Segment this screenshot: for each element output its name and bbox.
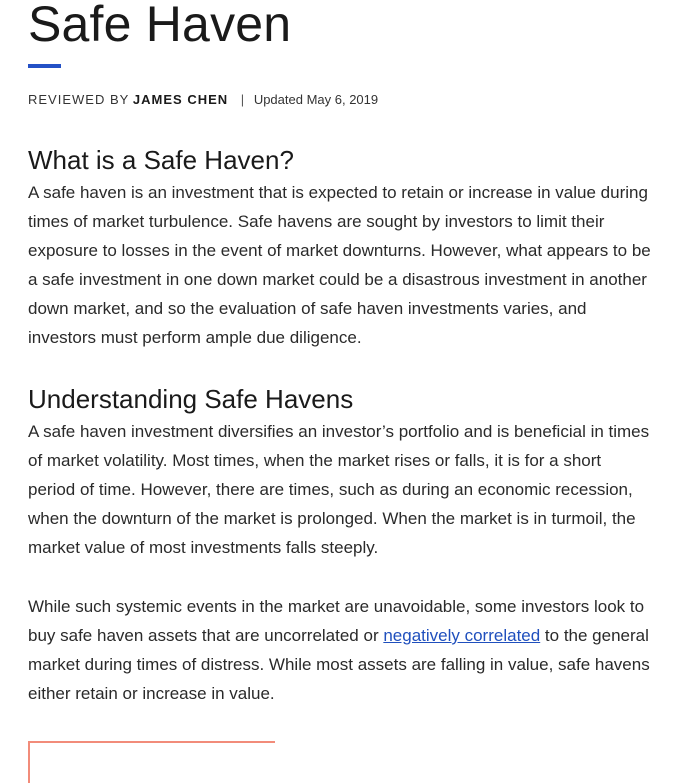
section-heading-understanding: Understanding Safe Havens — [28, 384, 354, 414]
paragraph-understanding-2: While such systemic events in the market… — [28, 592, 690, 708]
paragraph-line: when the downturn of the market is prolo… — [28, 509, 636, 528]
paragraph-line: down market, and so the evaluation of sa… — [28, 299, 587, 318]
paragraph-line: investors must perform ample due diligen… — [28, 328, 362, 347]
paragraph-line: of market volatility. Most times, when t… — [28, 451, 602, 470]
paragraph-line: market value of most investments falls s… — [28, 538, 379, 557]
author-link[interactable]: JAMES CHEN — [132, 92, 229, 107]
text-fragment: to the general — [540, 626, 649, 645]
paragraph-line: While such systemic events in the market… — [28, 597, 645, 616]
section-heading-what-is: What is a Safe Haven? — [28, 145, 294, 175]
paragraph-line: A safe haven investment diversifies an i… — [28, 422, 650, 441]
paragraph-understanding-1: A safe haven investment diversifies an i… — [28, 417, 690, 562]
paragraph-line: either retain or increase in value. — [28, 684, 275, 703]
reviewed-by-label: REVIEWED BY — [28, 92, 130, 107]
byline-separator: | — [240, 92, 245, 107]
text-fragment: buy safe haven assets that are uncorrela… — [28, 626, 384, 645]
paragraph-line: buy safe haven assets that are uncorrela… — [28, 621, 690, 650]
paragraph-line: exposure to losses in the event of marke… — [28, 241, 651, 260]
paragraph-line: period of time. However, there are times… — [28, 480, 633, 499]
paragraph-line: market during times of distress. While m… — [28, 655, 650, 674]
paragraph-line: A safe haven is an investment that is ex… — [28, 183, 648, 202]
paragraph-line: times of market turbulence. Safe havens … — [28, 212, 605, 231]
callout-box — [28, 741, 275, 783]
negatively-correlated-link[interactable]: negatively correlated — [383, 626, 541, 645]
title-accent-rule — [28, 64, 61, 68]
page-title: Safe Haven — [28, 0, 292, 52]
byline: REVIEWED BY JAMES CHEN | Updated May 6, … — [28, 91, 378, 109]
paragraph-what-is: A safe haven is an investment that is ex… — [28, 178, 690, 352]
paragraph-line: a safe investment in one down market cou… — [28, 270, 647, 289]
updated-date: Updated May 6, 2019 — [253, 92, 379, 107]
